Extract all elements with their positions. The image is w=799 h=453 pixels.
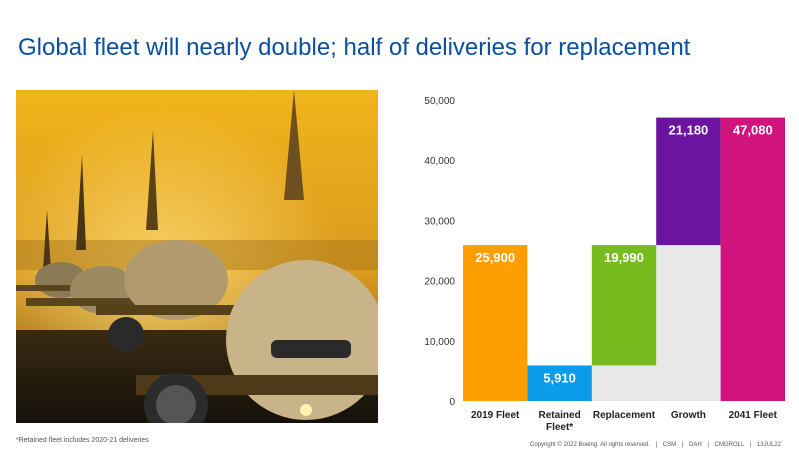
- bar: [720, 117, 785, 401]
- copyright-line: Copyright © 2022 Boeing. All rights rese…: [530, 442, 781, 448]
- y-tick-label: 30,000: [424, 216, 455, 227]
- data-label: 25,900: [475, 250, 515, 265]
- x-tick-label: Replacement: [593, 410, 656, 421]
- x-tick-label: 2019 Fleet: [471, 410, 520, 421]
- copyright-separator: |: [681, 442, 684, 448]
- copyright-separator: |: [707, 442, 709, 448]
- data-label: 5,910: [543, 370, 576, 385]
- x-tick-label: Growth: [671, 410, 706, 421]
- background-bar: [656, 245, 721, 401]
- copyright-code: DAH: [689, 442, 702, 448]
- y-tick-label: 20,000: [424, 277, 455, 288]
- y-tick-label: 40,000: [424, 156, 455, 167]
- footnote: *Retained fleet includes 2020-21 deliver…: [16, 437, 149, 444]
- bar: [656, 117, 721, 246]
- slide-title: Global fleet will nearly double; half of…: [18, 34, 691, 61]
- background-bar: [591, 365, 657, 401]
- copyright-separator: |: [749, 442, 752, 448]
- copyright-code: CMGROLL: [714, 442, 745, 448]
- y-tick-label: 10,000: [424, 337, 455, 348]
- copyright-notice: Copyright © 2022 Boeing. All rights rese…: [530, 442, 650, 448]
- copyright-code: CSM: [662, 442, 677, 448]
- copyright-separator: |: [655, 442, 658, 448]
- x-tick-label: Retained Fleet*: [538, 410, 580, 433]
- bar: [463, 245, 528, 401]
- copyright-code: 13JUL22: [756, 442, 781, 448]
- bar: [527, 365, 592, 401]
- data-label: 19,990: [604, 250, 644, 265]
- fleet-waterfall-chart: 0 10,000 20,000 30,000 40,000 50,000 25,900 5,9…: [400, 88, 799, 433]
- bar: [591, 245, 657, 366]
- y-tick-label: 0: [449, 397, 455, 408]
- y-tick-label: 50,000: [424, 96, 455, 107]
- data-label: 47,080: [733, 123, 773, 138]
- data-label: 21,180: [669, 123, 709, 138]
- airplanes-on-taxiway-photo: [16, 90, 378, 423]
- x-tick-label: 2041 Fleet: [729, 410, 778, 421]
